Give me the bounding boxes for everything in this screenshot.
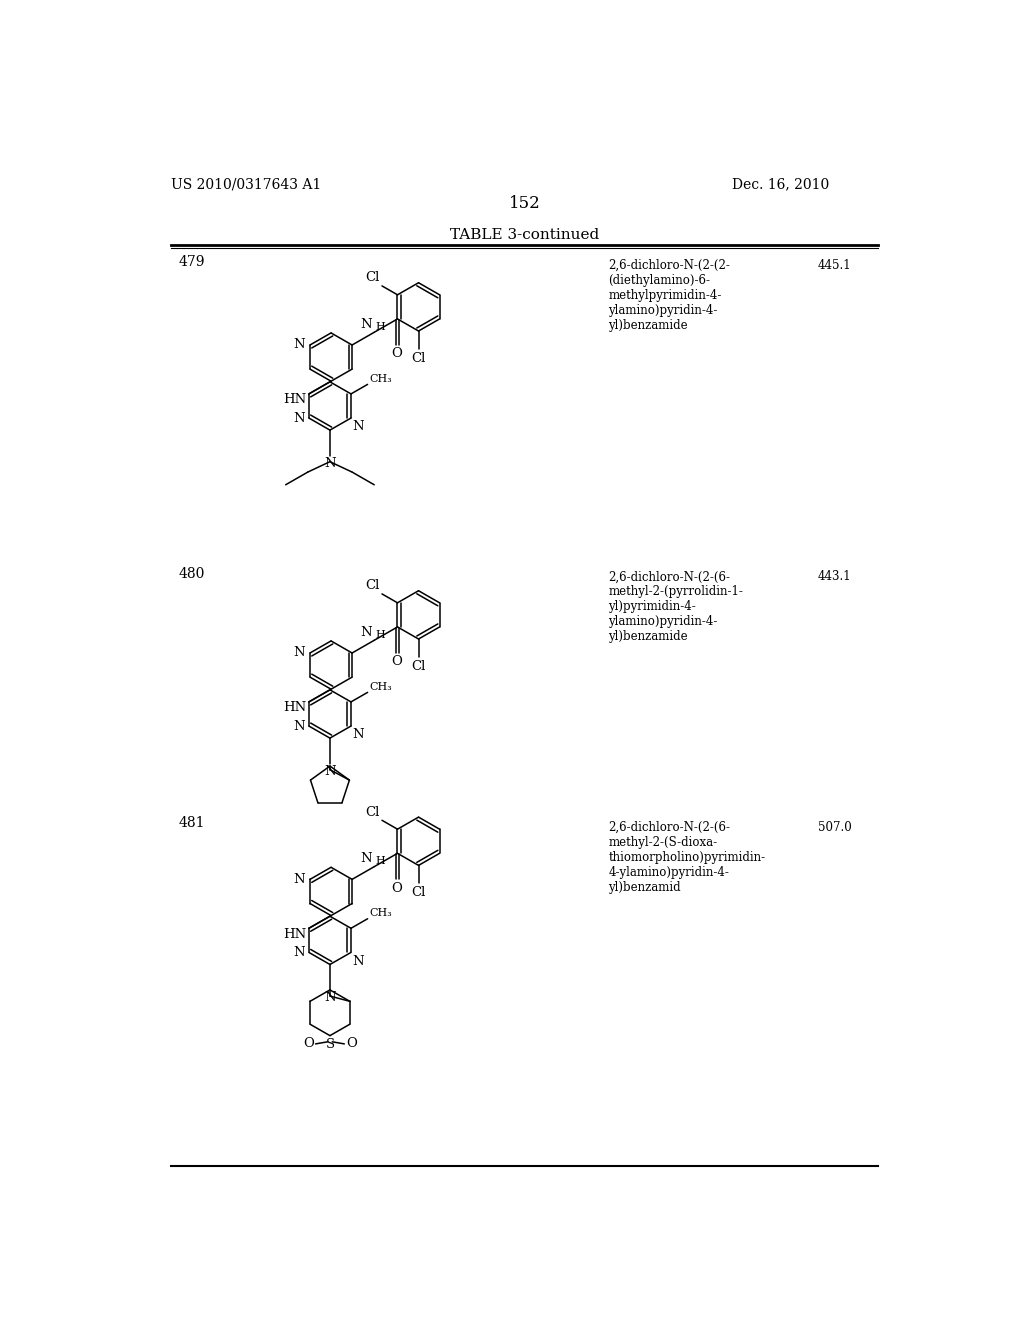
Text: HN: HN xyxy=(284,701,306,714)
Text: N: N xyxy=(325,991,336,1005)
Text: N: N xyxy=(352,420,365,433)
Text: N: N xyxy=(293,338,304,351)
Text: O: O xyxy=(303,1038,314,1051)
Text: Cl: Cl xyxy=(366,579,380,593)
Text: Cl: Cl xyxy=(366,805,380,818)
Text: N: N xyxy=(360,853,372,865)
Text: N: N xyxy=(294,946,305,958)
Text: 2,6-dichloro-N-(2-(6-
methyl-2-(pyrrolidin-1-
yl)pyrimidin-4-
ylamino)pyridin-4-: 2,6-dichloro-N-(2-(6- methyl-2-(pyrrolid… xyxy=(608,570,743,643)
Text: Cl: Cl xyxy=(412,886,426,899)
Text: S: S xyxy=(326,1038,335,1051)
Text: O: O xyxy=(391,655,401,668)
Text: Dec. 16, 2010: Dec. 16, 2010 xyxy=(732,178,829,191)
Text: Cl: Cl xyxy=(412,352,426,364)
Text: N: N xyxy=(294,719,305,733)
Text: US 2010/0317643 A1: US 2010/0317643 A1 xyxy=(171,178,321,191)
Text: N: N xyxy=(293,647,304,660)
Text: N: N xyxy=(325,457,336,470)
Text: O: O xyxy=(346,1038,356,1051)
Text: 445.1: 445.1 xyxy=(818,259,851,272)
Text: TABLE 3-continued: TABLE 3-continued xyxy=(451,227,599,242)
Text: H: H xyxy=(376,855,386,866)
Text: 507.0: 507.0 xyxy=(818,821,852,834)
Text: N: N xyxy=(294,412,305,425)
Text: 2,6-dichloro-N-(2-(6-
methyl-2-(S-dioxa-
thiomorpholino)pyrimidin-
4-ylamino)pyr: 2,6-dichloro-N-(2-(6- methyl-2-(S-dioxa-… xyxy=(608,821,766,894)
Text: O: O xyxy=(391,882,401,895)
Text: Cl: Cl xyxy=(412,660,426,673)
Text: 480: 480 xyxy=(178,566,205,581)
Text: N: N xyxy=(360,318,372,331)
Text: N: N xyxy=(293,873,304,886)
Text: N: N xyxy=(360,626,372,639)
Text: H: H xyxy=(376,630,386,639)
Text: 479: 479 xyxy=(178,255,205,269)
Text: CH₃: CH₃ xyxy=(369,908,392,917)
Text: Cl: Cl xyxy=(366,272,380,284)
Text: HN: HN xyxy=(284,393,306,407)
Text: N: N xyxy=(325,766,336,777)
Text: 481: 481 xyxy=(178,816,205,830)
Text: CH₃: CH₃ xyxy=(369,681,392,692)
Text: 443.1: 443.1 xyxy=(818,570,851,583)
Text: H: H xyxy=(376,322,386,331)
Text: O: O xyxy=(391,347,401,360)
Text: 2,6-dichloro-N-(2-(2-
(diethylamino)-6-
methylpyrimidin-4-
ylamino)pyridin-4-
yl: 2,6-dichloro-N-(2-(2- (diethylamino)-6- … xyxy=(608,259,730,331)
Text: HN: HN xyxy=(284,928,306,941)
Text: N: N xyxy=(352,729,365,742)
Text: 152: 152 xyxy=(509,195,541,213)
Text: N: N xyxy=(352,954,365,968)
Text: CH₃: CH₃ xyxy=(369,374,392,384)
